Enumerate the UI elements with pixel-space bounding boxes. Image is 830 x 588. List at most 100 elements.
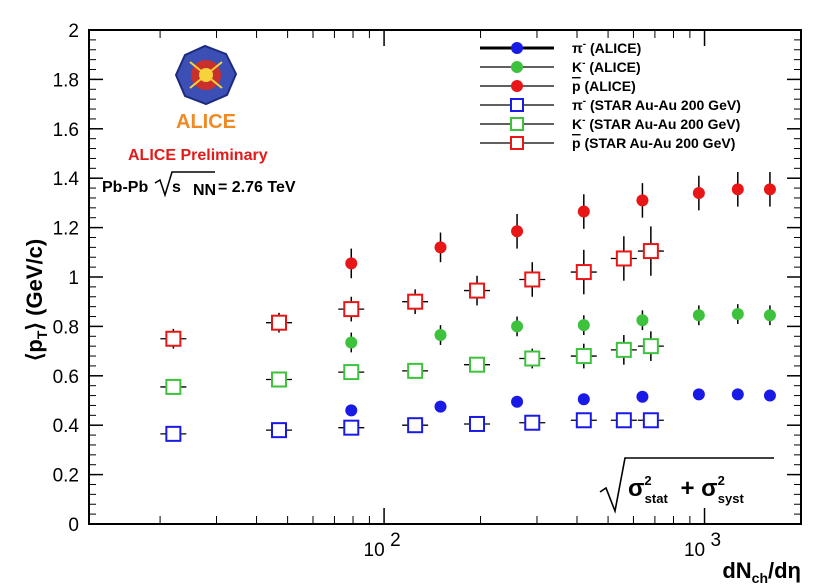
legend-marker [511,80,523,92]
data-point [407,362,424,379]
alice-logo: ALICE [174,44,238,133]
series-3 [160,412,664,442]
data-point [343,364,360,381]
energy-label: Pb-Pb s NN = 2.76 TeV [102,171,296,199]
data-point [763,183,776,196]
data-point [636,194,649,207]
data-point [763,389,776,402]
y-tick-label: 1.8 [53,70,79,91]
data-point [469,415,486,432]
data-point [511,225,524,238]
svg-text:s: s [172,179,181,196]
series-2 [345,172,776,279]
series-1 [345,304,776,353]
data-point [434,329,447,342]
sqrt-s-sub: NN [193,182,216,199]
y-tick-label: 1.6 [53,120,79,141]
y-tick-label: 1.4 [53,169,80,190]
data-point [636,314,649,327]
data-point [434,241,447,254]
y-tick-label: 0.8 [53,317,79,338]
x-tick-exponent: 2 [390,530,401,551]
data-point [343,419,360,436]
data-point [407,417,424,434]
legend-marker [511,42,523,54]
data-point [165,378,182,395]
legend-marker [510,98,524,112]
y-tick-label: 0.6 [53,367,79,388]
data-point [636,390,649,403]
y-tick-label: 0.2 [53,466,79,487]
data-point [343,301,360,318]
data-point [469,356,486,373]
y-tick-label: 0.4 [53,416,80,437]
data-point [615,250,632,267]
preliminary-label: ALICE Preliminary [128,147,268,164]
data-point [345,257,358,270]
y-tick-label: 1.2 [53,219,79,240]
y-tick-label: 2 [68,21,79,42]
legend-marker [511,61,523,73]
data-point [524,350,541,367]
data-point [615,341,632,358]
data-point [577,319,590,332]
x-axis-label: dNch/dη [722,558,801,586]
data-point [731,308,744,321]
legend-marker [510,136,524,150]
data-point [575,348,592,365]
legend-label: K- (ALICE) [572,58,641,75]
legend-label: p (ALICE) [572,78,636,94]
series-0 [345,388,776,417]
data-point [642,338,659,355]
legend: π- (ALICE) K- (ALICE) p (ALICE) π- (STAR Au… [480,39,741,151]
data-point [731,183,744,196]
legend-label: π- (ALICE) [572,39,641,56]
y-tick-label: 1 [68,268,79,289]
data-point [524,271,541,288]
data-point [407,293,424,310]
y-axis-label: ⟨pT⟩ (GeV/c) [22,239,50,361]
data-point [642,412,659,429]
data-point [345,404,358,417]
data-point [577,393,590,406]
data-point [511,320,524,333]
data-point [575,264,592,281]
data-point [575,412,592,429]
series-4 [160,331,664,395]
data-point [642,243,659,260]
y-tick-label: 0 [68,515,79,536]
data-point [692,388,705,401]
data-point [511,395,524,408]
data-point [271,371,288,388]
data-point [165,425,182,442]
data-point [271,422,288,439]
data-point [731,388,744,401]
logo-text: ALICE [176,111,236,133]
data-point [469,282,486,299]
x-tick-label: 10 [684,540,705,561]
data-point [271,314,288,331]
data-point [692,187,705,200]
data-point [165,330,182,347]
data-point [615,412,632,429]
energy-value: = 2.76 TeV [218,179,296,196]
data-point [577,205,590,218]
x-tick-exponent: 3 [711,530,722,551]
legend-label: K- (STAR Au-Au 200 GeV) [572,115,740,132]
series-5 [160,226,664,349]
data-point [345,336,358,349]
data-point [692,309,705,322]
system-label: Pb-Pb [102,179,148,196]
legend-marker [510,117,524,131]
svg-text:⟨pT⟩ (GeV/c): ⟨pT⟩ (GeV/c) [22,239,50,361]
data-point [434,400,447,413]
x-tick-label: 10 [364,540,385,561]
legend-label: p (STAR Au-Au 200 GeV) [572,135,735,151]
data-point [763,309,776,322]
data-point [524,414,541,431]
svg-text:dNch/dη: dNch/dη [722,558,801,586]
uncertainty-annotation: σ2 stat + σ2 syst [599,457,774,514]
